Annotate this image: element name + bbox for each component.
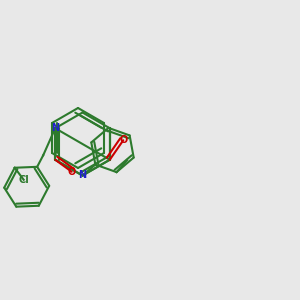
Text: N: N — [78, 170, 87, 181]
Text: Cl: Cl — [18, 175, 29, 185]
Text: O: O — [68, 167, 76, 177]
Text: N: N — [51, 123, 59, 133]
Text: O: O — [119, 135, 128, 145]
